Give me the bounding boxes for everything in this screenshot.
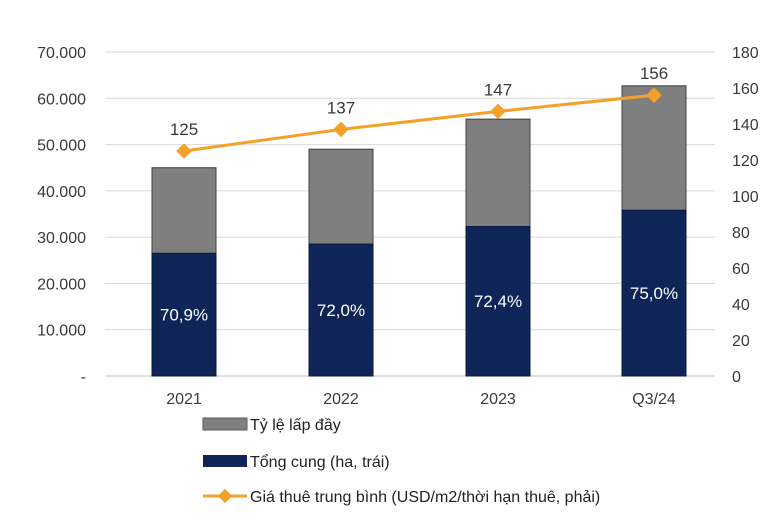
bar-occupancy [308, 148, 374, 245]
bar-supply [465, 225, 531, 377]
right-tick-label: 140 [732, 117, 759, 134]
right-tick-label: 0 [732, 369, 741, 386]
price-line: 125 137 147 156 [170, 64, 668, 159]
bar-occupancy [621, 85, 687, 211]
left-tick-label: 60.000 [37, 91, 86, 108]
left-tick-label: 10.000 [37, 323, 86, 340]
right-tick-label: 160 [732, 81, 759, 98]
price-data-label: 137 [327, 98, 355, 117]
bar-occupancy [151, 167, 217, 254]
price-point [176, 143, 192, 159]
legend-label-occupancy: Tỷ lệ lấp đầy [250, 417, 341, 434]
price-data-label: 125 [170, 120, 198, 139]
left-tick-label: 50.000 [37, 138, 86, 155]
left-tick-label: 20.000 [37, 276, 86, 293]
bar-occupancy [465, 118, 531, 227]
legend-label-supply: Tổng cung (ha, trái) [250, 453, 390, 471]
legend-label-price: Giá thuê trung bình (USD/m2/thời hạn thu… [250, 489, 600, 506]
bar-data-label: 75,0% [630, 284, 678, 303]
left-tick-label: 30.000 [37, 230, 86, 247]
bar-data-label: 72,4% [474, 292, 522, 311]
legend-swatch-occupancy [202, 417, 248, 431]
right-tick-label: 60 [732, 261, 750, 278]
x-tick-label: 2023 [480, 391, 516, 408]
right-tick-label: 20 [732, 333, 750, 350]
price-line-path [183, 93, 655, 153]
x-tick-label: 2021 [166, 391, 202, 408]
left-tick-label: - [81, 369, 86, 386]
price-data-label: 147 [484, 80, 512, 99]
price-point [490, 103, 506, 120]
right-tick-label: 180 [732, 45, 759, 62]
left-tick-label: 70.000 [37, 45, 86, 62]
price-data-label: 156 [640, 64, 668, 83]
legend: Tỷ lệ lấp đầy Tổng cung (ha, trái) Giá t… [202, 417, 600, 506]
bar-supply [151, 252, 217, 377]
bar-supply [621, 209, 687, 377]
right-tick-label: 120 [732, 153, 759, 170]
bar-data-label: 72,0% [317, 301, 365, 320]
right-axis-ticks: 0 20 40 60 80 100 120 140 160 180 [732, 45, 759, 386]
x-tick-label: Q3/24 [632, 391, 676, 408]
x-tick-label: 2022 [323, 391, 359, 408]
legend-swatch-price-marker [217, 488, 233, 504]
legend-swatch-supply [203, 455, 247, 467]
bar-supply [308, 243, 374, 377]
right-tick-label: 100 [732, 189, 759, 206]
right-tick-label: 80 [732, 225, 750, 242]
left-axis-ticks: - 10.000 20.000 30.000 40.000 50.000 60.000 70.… [37, 45, 86, 386]
bars: 70,9% 72,0% 72,4% 75,0% [151, 85, 687, 377]
x-axis-ticks: 2021 2022 2023 Q3/24 [166, 391, 676, 408]
right-tick-label: 40 [732, 297, 750, 314]
bar-data-label: 70,9% [160, 306, 208, 325]
price-point [333, 121, 349, 138]
left-tick-label: 40.000 [37, 184, 86, 201]
